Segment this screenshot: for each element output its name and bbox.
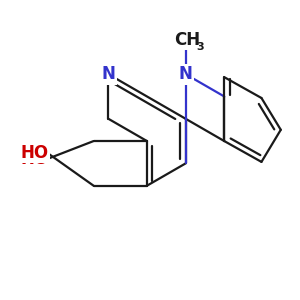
Text: HO: HO [21,144,49,162]
Text: CH: CH [174,31,200,49]
Text: 3: 3 [197,42,204,52]
Text: N: N [101,65,115,83]
Text: HO: HO [21,150,49,168]
Text: N: N [179,65,193,83]
